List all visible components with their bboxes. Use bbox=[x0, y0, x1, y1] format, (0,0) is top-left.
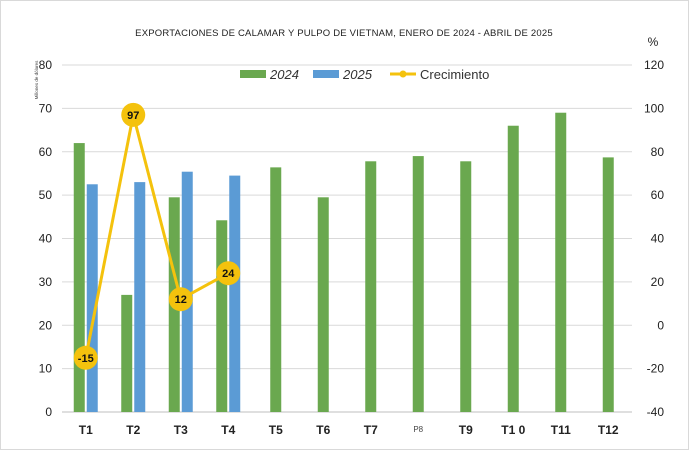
y-tick-label: 50 bbox=[39, 188, 53, 202]
y2-tick-label: 20 bbox=[651, 275, 665, 289]
bar-2024 bbox=[121, 294, 133, 412]
bar-2024 bbox=[270, 167, 282, 412]
bar-2024 bbox=[73, 143, 85, 412]
growth-data-label: 24 bbox=[222, 268, 235, 280]
legend-label: Crecimiento bbox=[420, 67, 489, 82]
bar-2024 bbox=[602, 157, 614, 412]
y2-tick-label: -20 bbox=[647, 362, 665, 376]
x-tick-label: T1 0 bbox=[501, 423, 525, 437]
x-tick-label: T9 bbox=[459, 423, 473, 437]
y-tick-label: 10 bbox=[39, 362, 53, 376]
growth-line bbox=[84, 113, 229, 359]
x-tick-label: T7 bbox=[364, 423, 378, 437]
growth-data-label: 97 bbox=[127, 110, 139, 122]
grid-layer bbox=[62, 64, 632, 413]
bar-2024 bbox=[412, 156, 424, 412]
y2-tick-label: 100 bbox=[644, 101, 664, 115]
bar-2024 bbox=[555, 112, 567, 413]
y-axis-label: Millones de dólares bbox=[34, 60, 39, 100]
growth-point bbox=[121, 102, 146, 127]
y-tick-label: 80 bbox=[39, 58, 53, 72]
y-tick-label: 40 bbox=[39, 232, 53, 246]
y-tick-label: 60 bbox=[39, 145, 53, 159]
x-tick-label: T11 bbox=[551, 423, 571, 437]
growth-point bbox=[216, 261, 241, 286]
bars-layer bbox=[73, 112, 614, 413]
growth-point bbox=[168, 287, 193, 312]
y-tick-label: 70 bbox=[39, 101, 53, 115]
legend-label: 2025 bbox=[342, 67, 373, 82]
bar-2025 bbox=[134, 182, 146, 412]
y2-axis-unit: % bbox=[648, 35, 659, 49]
bar-2024 bbox=[460, 161, 472, 412]
y-tick-label: 20 bbox=[39, 318, 53, 332]
line-layer: -15 97 12 24 bbox=[73, 102, 241, 370]
x-tick-label: T5 bbox=[269, 423, 283, 437]
y2-tick-label: 120 bbox=[644, 58, 664, 72]
legend-label: 2024 bbox=[269, 67, 299, 82]
y2-tick-label: 60 bbox=[651, 188, 665, 202]
axis-layer: 0 10 20 30 40 50 60 70 80 -40 -20 0 20 40 60 80 100 120 T1… bbox=[39, 58, 665, 437]
y-tick-label: 0 bbox=[45, 405, 52, 419]
legend-swatch bbox=[240, 70, 266, 78]
bar-2025 bbox=[229, 175, 241, 412]
growth-point bbox=[73, 345, 98, 370]
growth-data-label: 12 bbox=[175, 294, 187, 306]
x-tick-label: T1 bbox=[79, 423, 93, 437]
bar-2024 bbox=[365, 161, 377, 412]
legend-swatch bbox=[313, 70, 339, 78]
bar-2024 bbox=[216, 220, 228, 412]
y2-tick-label: 40 bbox=[651, 232, 665, 246]
chart-title: EXPORTACIONES DE CALAMAR Y PULPO DE VIET… bbox=[135, 28, 553, 39]
y-tick-label: 30 bbox=[39, 275, 53, 289]
y2-tick-label: 80 bbox=[651, 145, 665, 159]
bar-2024 bbox=[507, 125, 519, 412]
x-tick-label: T12 bbox=[598, 423, 619, 437]
x-tick-label: T6 bbox=[316, 423, 330, 437]
x-tick-label: P8 bbox=[413, 425, 423, 434]
legend-marker bbox=[399, 70, 407, 78]
x-tick-label: T2 bbox=[126, 423, 140, 437]
legend: 2024 2025 Crecimiento bbox=[240, 67, 489, 82]
bar-2024 bbox=[317, 197, 329, 412]
y2-tick-label: 0 bbox=[657, 318, 664, 332]
x-tick-label: T3 bbox=[174, 423, 188, 437]
y2-tick-label: -40 bbox=[647, 405, 665, 419]
x-tick-label: T4 bbox=[221, 423, 235, 437]
growth-data-label: -15 bbox=[78, 353, 94, 365]
bar-2025 bbox=[86, 184, 98, 412]
